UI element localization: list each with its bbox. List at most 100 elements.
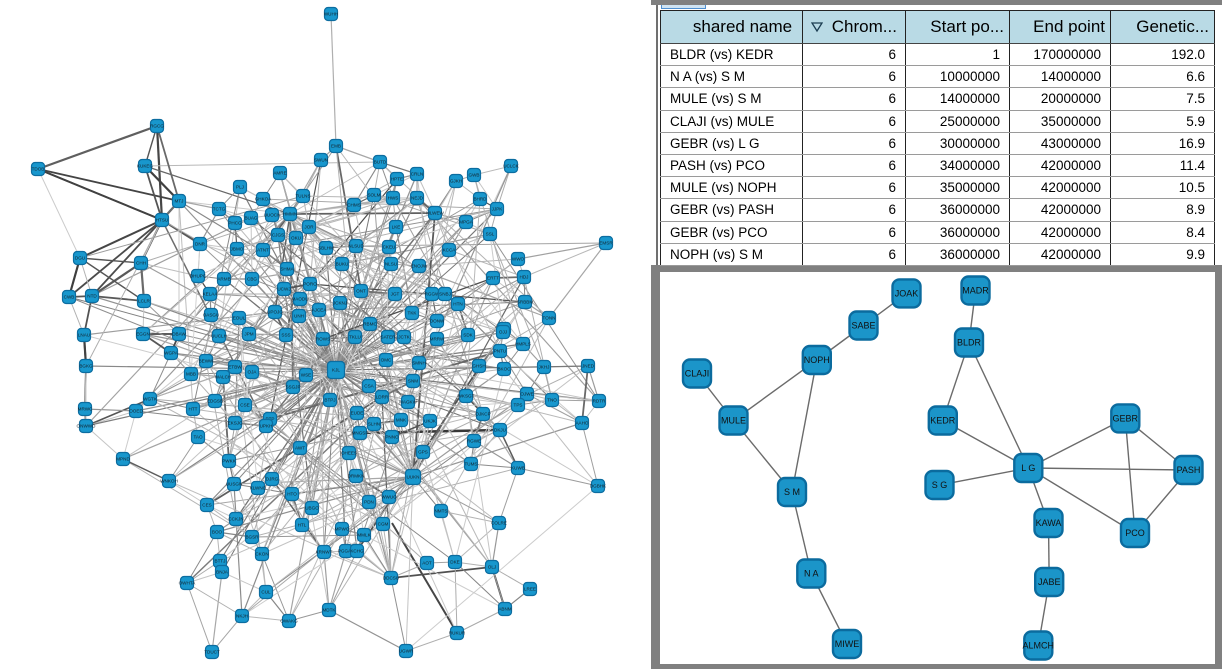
svg-text:TCTG: TCTG [213,207,226,212]
svg-text:JABE: JABE [1038,577,1061,587]
svg-text:DBAW: DBAW [172,332,186,337]
svg-text:RGWE: RGWE [467,439,481,444]
svg-text:SSGJP: SSGJP [285,385,300,390]
svg-text:ERTT: ERTT [487,276,499,281]
svg-text:KRNWT: KRNWT [316,550,333,555]
svg-text:CLAJI: CLAJI [685,369,710,379]
svg-text:DKJU: DKJU [494,428,506,433]
svg-text:AJCEA: AJCEA [312,308,328,313]
svg-text:L G: L G [1021,463,1035,473]
svg-text:PGGAE: PGGAE [338,549,354,554]
svg-text:SWUN: SWUN [314,158,328,163]
svg-text:OJA: OJA [248,370,258,375]
svg-text:UUCLH: UUCLH [211,334,227,339]
svg-text:EMB: EMB [331,144,341,149]
svg-text:CSA: CSA [364,384,374,389]
svg-text:RUKUR: RUKUR [449,631,466,636]
svg-text:OWHTA: OWHTA [179,581,197,586]
svg-text:JPM: JPM [244,332,253,337]
svg-text:DJRG: DJRG [266,477,279,482]
svg-text:SBLHM: SBLHM [318,246,334,251]
svg-text:SHMA: SHMA [280,267,294,272]
svg-text:MAODU: MAODU [291,297,308,302]
svg-text:LCLR: LCLR [138,299,150,304]
svg-text:HTL: HTL [298,523,307,528]
svg-text:MBB: MBB [186,372,196,377]
svg-text:GHKOA: GHKOA [255,197,273,202]
svg-text:TDUCT: TDUCT [204,650,220,655]
svg-text:EMSR: EMSR [599,241,613,246]
svg-text:SNBJ: SNBJ [439,292,451,297]
svg-text:CUL: CUL [261,590,271,595]
svg-text:MADR: MADR [962,286,989,296]
svg-text:MPGA: MPGA [459,220,473,225]
svg-text:OMC: OMC [381,358,392,363]
svg-text:BTTJ: BTTJ [215,559,226,564]
svg-text:CGM: CGM [378,522,389,527]
svg-text:BGSR: BGSR [245,535,259,540]
svg-text:SMNH: SMNH [412,361,426,366]
svg-text:OJKCP: OJKCP [475,412,490,417]
svg-text:MPND: MPND [116,457,130,462]
svg-text:RGGW: RGGW [425,292,440,297]
svg-text:ALMCH: ALMCH [1023,641,1055,651]
svg-text:GPS: GPS [418,450,428,455]
svg-text:MULE: MULE [721,416,746,426]
svg-text:UPKH: UPKH [260,424,273,429]
svg-text:EOUL: EOUL [233,316,246,321]
svg-text:ROWS: ROWS [316,337,330,342]
svg-text:WALCH: WALCH [215,375,231,380]
svg-text:UKJK: UKJK [424,419,437,424]
svg-text:EUDE: EUDE [351,411,364,416]
svg-text:S G: S G [932,480,948,490]
svg-text:UPOJG: UPOJG [267,310,283,315]
svg-text:BEWW: BEWW [199,359,214,364]
svg-text:PHCG: PHCG [228,221,242,226]
svg-text:BNJA: BNJA [216,570,229,575]
svg-text:TNO: TNO [547,398,557,403]
svg-text:MDTK: MDTK [322,608,336,613]
svg-text:OKU: OKU [291,236,301,241]
svg-text:BUTD: BUTD [374,160,387,165]
svg-text:TKLU: TKLU [349,335,361,340]
svg-text:CRLN: CRLN [411,172,424,177]
svg-text:EKSJC: EKSJC [228,421,243,426]
svg-text:CWB: CWB [64,295,75,300]
svg-text:LDRR: LDRR [376,395,389,400]
svg-text:ENOJW: ENOJW [411,264,428,269]
svg-text:TONN: TONN [543,316,556,321]
svg-text:PWKK: PWKK [222,459,236,464]
svg-text:LNAU: LNAU [78,333,90,338]
svg-text:RBMC: RBMC [363,322,377,327]
svg-text:SNM: SNM [408,379,418,384]
svg-text:JJPK: JJPK [492,207,504,212]
svg-text:UBGO: UBGO [305,506,319,511]
svg-text:SABE: SABE [851,321,875,331]
svg-text:DKE: DKE [450,560,459,565]
svg-text:S M: S M [784,487,800,497]
svg-text:BOO: BOO [212,530,223,535]
svg-text:MRRW: MRRW [430,337,445,342]
svg-text:KUKEG: KUKEG [137,164,154,169]
svg-text:MPWO: MPWO [335,527,350,532]
svg-text:MAGKW: MAGKW [399,400,418,405]
svg-text:HTSU: HTSU [156,218,169,223]
svg-text:PNTU: PNTU [494,349,507,354]
svg-text:PNNO: PNNO [385,435,399,440]
svg-text:JCKNJ: JCKNJ [333,301,347,306]
svg-text:HMMN: HMMN [283,212,297,217]
svg-text:TAO: TAO [193,435,203,440]
svg-text:MNGSP: MNGSP [352,431,369,436]
svg-text:JBMO: JBMO [231,247,244,252]
svg-text:UGWR: UGWR [399,649,414,654]
svg-text:SATER: SATER [381,335,397,340]
svg-text:ONT: ONT [356,289,366,294]
svg-text:WSE: WSE [301,373,311,378]
svg-text:KAWA: KAWA [1036,518,1062,528]
svg-text:WNKOH: WNKOH [160,479,178,484]
svg-text:WUHH: WUHH [324,12,338,17]
svg-text:LREE: LREE [524,587,536,592]
svg-text:CKEU: CKEU [383,245,396,250]
svg-text:SSS: SSS [281,333,290,338]
svg-text:AAHO: AAHO [575,421,588,426]
